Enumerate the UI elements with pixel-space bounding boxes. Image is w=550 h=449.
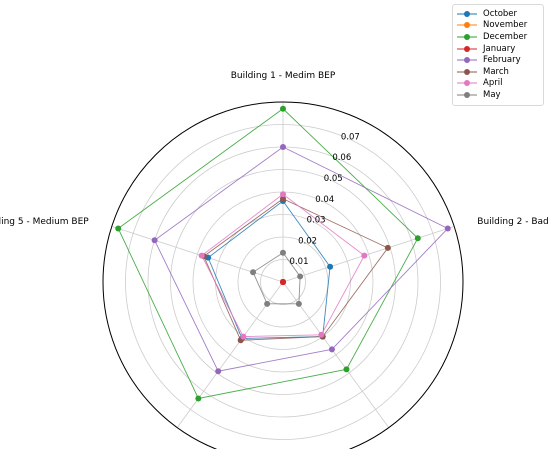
radar-labels: 0.01 0.02 0.03 0.04 0.05 0.06 0.07 Building 1 -… bbox=[0, 71, 550, 267]
legend-item: May bbox=[457, 89, 539, 101]
legend-label: December bbox=[483, 31, 528, 42]
series-line bbox=[154, 146, 449, 372]
data-point bbox=[444, 225, 451, 232]
data-point bbox=[295, 300, 302, 307]
chart-legend: October November December January February Ma… bbox=[452, 4, 544, 106]
data-point bbox=[240, 333, 247, 340]
data-point bbox=[151, 237, 158, 244]
r-tick-label: 0.01 bbox=[290, 257, 309, 267]
legend-label: March bbox=[483, 66, 509, 77]
legend-item: December bbox=[457, 31, 539, 43]
data-point bbox=[115, 225, 122, 232]
radar-grid bbox=[102, 101, 464, 449]
legend-marker-icon bbox=[457, 22, 477, 29]
category-label: Building 5 - Medium BEP bbox=[0, 217, 89, 227]
legend-item: March bbox=[457, 66, 539, 78]
legend-item: January bbox=[457, 43, 539, 55]
legend-item: November bbox=[457, 20, 539, 32]
data-point bbox=[280, 249, 286, 256]
legend-label: April bbox=[483, 78, 503, 89]
data-point bbox=[215, 368, 222, 375]
data-point bbox=[264, 300, 271, 307]
r-tick-label: 0.07 bbox=[341, 132, 360, 142]
data-point bbox=[327, 263, 334, 270]
data-point bbox=[250, 269, 257, 276]
series-line bbox=[201, 193, 365, 338]
legend-label: February bbox=[483, 55, 521, 66]
grid-spoke bbox=[282, 225, 455, 283]
polar-frame bbox=[102, 101, 464, 449]
data-point bbox=[297, 273, 304, 280]
data-point bbox=[195, 395, 202, 402]
legend-marker-icon bbox=[457, 45, 477, 52]
radar-series bbox=[115, 105, 451, 402]
series-line bbox=[207, 200, 331, 339]
series-line bbox=[252, 252, 301, 305]
legend-marker-icon bbox=[457, 91, 477, 98]
data-point bbox=[280, 191, 286, 198]
legend-item: April bbox=[457, 78, 539, 90]
data-point bbox=[280, 144, 286, 150]
data-point bbox=[361, 252, 368, 259]
data-point bbox=[280, 279, 286, 285]
legend-label: January bbox=[483, 43, 516, 54]
data-point bbox=[318, 331, 325, 338]
legend-label: October bbox=[483, 8, 518, 19]
data-point bbox=[328, 346, 335, 353]
legend-item: October bbox=[457, 8, 539, 20]
legend-marker-icon bbox=[457, 80, 477, 87]
r-tick-label: 0.03 bbox=[307, 216, 326, 226]
legend-marker-icon bbox=[457, 33, 477, 40]
r-tick-label: 0.04 bbox=[315, 195, 334, 205]
legend-marker-icon bbox=[457, 10, 477, 17]
category-label: Building 1 - Medim BEP bbox=[231, 71, 336, 81]
legend-marker-icon bbox=[457, 68, 477, 75]
data-point bbox=[414, 235, 421, 242]
data-point bbox=[280, 195, 286, 202]
data-point bbox=[343, 366, 350, 373]
series-line bbox=[203, 198, 389, 341]
r-tick-label: 0.02 bbox=[298, 236, 317, 246]
legend-label: November bbox=[483, 20, 528, 31]
legend-item: February bbox=[457, 54, 539, 66]
grid-spoke bbox=[111, 225, 284, 283]
series-line bbox=[117, 108, 419, 400]
legend-label: May bbox=[483, 89, 501, 100]
data-point bbox=[280, 105, 286, 112]
data-point bbox=[384, 244, 391, 251]
r-tick-label: 0.06 bbox=[332, 153, 351, 163]
r-tick-label: 0.05 bbox=[324, 174, 343, 184]
legend-marker-icon bbox=[457, 57, 477, 64]
category-label: Building 2 - Bad BEP bbox=[477, 217, 550, 227]
data-point bbox=[198, 252, 205, 259]
